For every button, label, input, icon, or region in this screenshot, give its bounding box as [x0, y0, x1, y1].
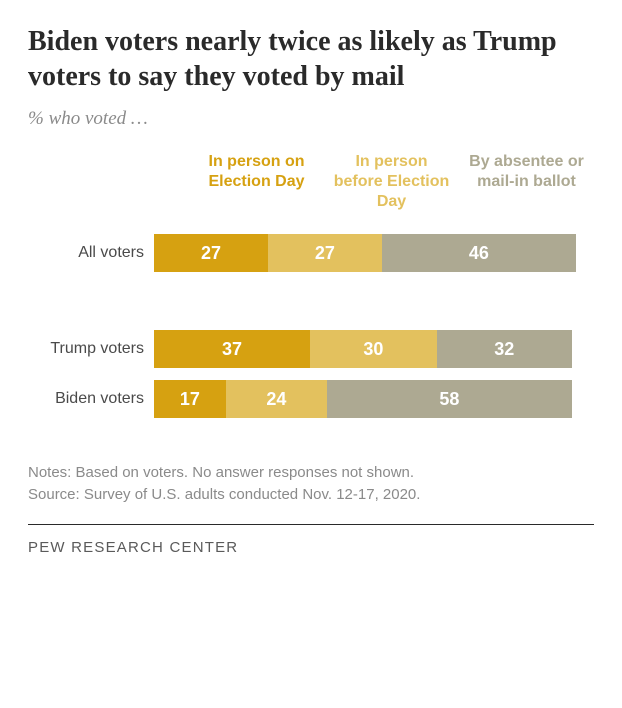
bar-segment: 46 — [382, 234, 576, 272]
row-label: All voters — [28, 244, 154, 262]
bar-segment: 27 — [268, 234, 382, 272]
notes-line: Notes: Based on voters. No answer respon… — [28, 462, 594, 484]
chart-row: All voters272746 — [28, 234, 594, 272]
legend-item: By absentee or mail-in ballot — [459, 152, 594, 212]
chart-notes: Notes: Based on voters. No answer respon… — [28, 462, 594, 506]
chart-row: Trump voters373032 — [28, 330, 594, 368]
row-label: Trump voters — [28, 340, 154, 358]
bar-segment: 30 — [310, 330, 437, 368]
footer-attribution: PEW RESEARCH CENTER — [28, 539, 594, 556]
bar-segment: 24 — [226, 380, 327, 418]
bar-segment: 58 — [327, 380, 572, 418]
row-label: Biden voters — [28, 390, 154, 408]
chart-area: All voters272746Trump voters373032Biden … — [28, 230, 594, 418]
notes-line: Source: Survey of U.S. adults conducted … — [28, 484, 594, 506]
chart-title: Biden voters nearly twice as likely as T… — [28, 24, 594, 94]
bar-segment: 17 — [154, 380, 226, 418]
bar-segment: 37 — [154, 330, 310, 368]
chart-subtitle: % who voted … — [28, 108, 594, 130]
legend-item: In person on Election Day — [189, 152, 324, 212]
stacked-bar: 172458 — [154, 380, 572, 418]
legend: In person on Election DayIn person befor… — [28, 152, 594, 212]
chart-row: Biden voters172458 — [28, 380, 594, 418]
bar-segment: 27 — [154, 234, 268, 272]
bar-segment: 32 — [437, 330, 572, 368]
legend-item: In person before Election Day — [324, 152, 459, 212]
stacked-bar: 373032 — [154, 330, 572, 368]
divider — [28, 524, 594, 525]
stacked-bar: 272746 — [154, 234, 576, 272]
